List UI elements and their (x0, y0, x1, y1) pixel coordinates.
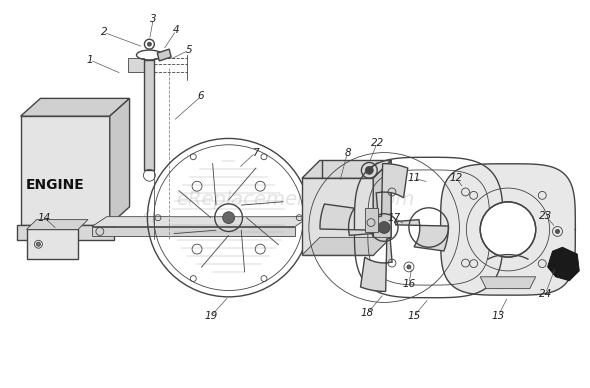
Polygon shape (548, 247, 579, 281)
Text: 2: 2 (100, 27, 107, 37)
Text: ENGINE: ENGINE (25, 178, 84, 192)
Text: 24: 24 (539, 289, 552, 298)
Polygon shape (27, 220, 88, 229)
Polygon shape (92, 217, 310, 227)
Polygon shape (320, 204, 374, 236)
Circle shape (480, 202, 536, 257)
Text: 7: 7 (252, 147, 258, 158)
Polygon shape (365, 208, 378, 232)
Polygon shape (21, 116, 110, 225)
Polygon shape (395, 220, 448, 251)
Circle shape (37, 242, 41, 246)
Polygon shape (480, 277, 536, 289)
Text: 1: 1 (87, 55, 93, 65)
Polygon shape (376, 164, 408, 217)
Polygon shape (110, 99, 130, 225)
Polygon shape (302, 237, 391, 255)
Text: 18: 18 (360, 308, 374, 318)
Text: 17: 17 (388, 213, 401, 223)
Polygon shape (158, 49, 171, 61)
Circle shape (148, 42, 152, 46)
Text: 13: 13 (491, 311, 504, 321)
Polygon shape (145, 60, 155, 170)
Circle shape (365, 166, 373, 174)
Circle shape (378, 222, 390, 234)
Polygon shape (21, 99, 130, 116)
Text: eReplacementParts.com: eReplacementParts.com (176, 191, 414, 210)
Text: 3: 3 (150, 14, 157, 24)
Polygon shape (17, 225, 114, 240)
Polygon shape (127, 58, 145, 72)
Text: 8: 8 (344, 147, 351, 158)
Polygon shape (373, 161, 391, 255)
Text: 23: 23 (539, 211, 552, 221)
Text: 19: 19 (204, 311, 218, 321)
Text: 4: 4 (173, 25, 179, 35)
Text: 12: 12 (450, 173, 463, 183)
Circle shape (556, 229, 559, 234)
Polygon shape (360, 238, 392, 291)
Polygon shape (302, 178, 373, 255)
Text: 5: 5 (186, 45, 192, 55)
Circle shape (407, 265, 411, 269)
Circle shape (222, 212, 235, 223)
Text: 6: 6 (198, 92, 204, 101)
Polygon shape (441, 164, 575, 295)
Polygon shape (92, 227, 295, 236)
Text: 16: 16 (402, 279, 415, 289)
Text: 15: 15 (407, 311, 421, 321)
Text: 14: 14 (38, 213, 51, 223)
Text: 11: 11 (407, 173, 421, 183)
Text: 22: 22 (371, 138, 384, 148)
Polygon shape (302, 161, 391, 178)
Polygon shape (27, 229, 78, 259)
